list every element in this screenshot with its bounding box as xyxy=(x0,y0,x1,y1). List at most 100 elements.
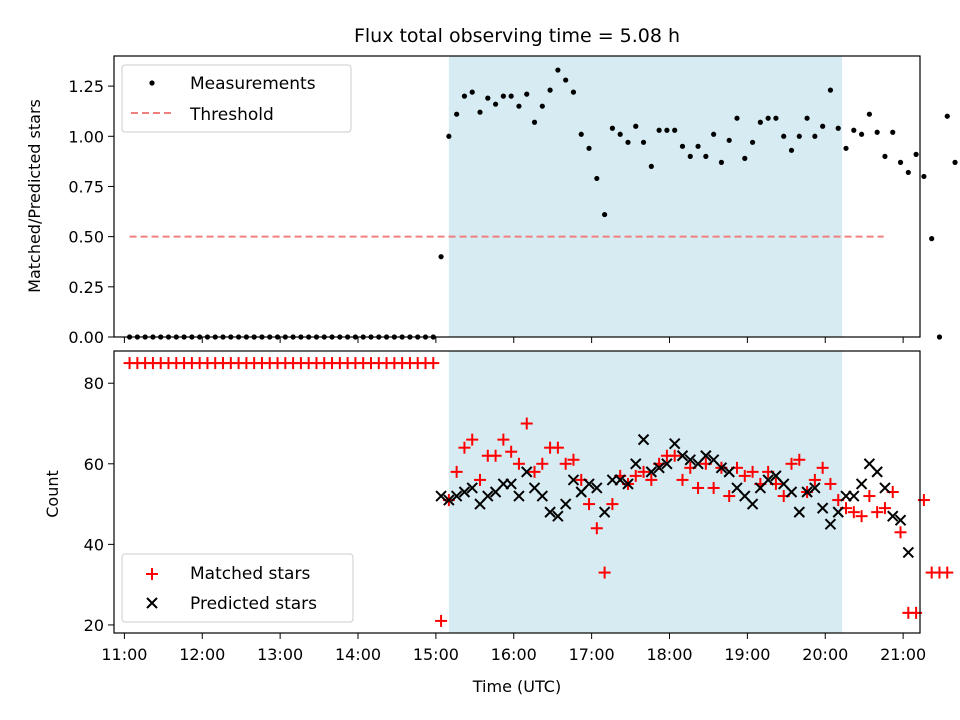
top-panel: 0.00 0.25 0.50 0.75 1.00 1.25 Matched/Predict… xyxy=(25,55,958,347)
predicted-star-point xyxy=(450,490,463,502)
measurement-point xyxy=(858,131,865,137)
predicted-star-stroke xyxy=(879,482,891,494)
measurement-point xyxy=(633,123,639,129)
predicted-star-stroke xyxy=(466,482,478,494)
bottom-legend: Matched stars Predicted stars xyxy=(121,553,354,623)
predicted-star-point xyxy=(700,450,712,462)
predicted-star-stroke xyxy=(450,490,463,502)
predicted-star-stroke xyxy=(739,490,751,502)
predicted-star-stroke xyxy=(700,450,712,462)
measurement-point xyxy=(477,109,483,115)
predicted-star-stroke xyxy=(552,510,564,522)
measurement-point xyxy=(804,115,810,121)
measurement-point xyxy=(446,133,452,139)
predicted-star-stroke xyxy=(770,470,782,482)
matched-star-point xyxy=(551,441,564,454)
measurement-point xyxy=(617,131,623,137)
matched-star-point xyxy=(785,457,798,470)
predicted-star-stroke xyxy=(871,466,883,478)
measurement-point xyxy=(827,87,834,93)
y-tick-label: 0.25 xyxy=(68,278,104,297)
predicted-star-stroke xyxy=(622,478,634,490)
matched-star-point xyxy=(474,473,487,486)
predicted-star-stroke xyxy=(521,466,533,478)
predicted-star-stroke xyxy=(544,506,556,518)
measurement-point xyxy=(586,145,592,151)
predicted-star-stroke xyxy=(723,466,735,478)
measurement-point xyxy=(485,95,491,101)
measurement-point xyxy=(718,159,725,165)
predicted-star-point xyxy=(746,498,759,510)
matched-star-point xyxy=(505,445,518,458)
predicted-star-point xyxy=(583,478,595,490)
measurement-point xyxy=(749,139,756,145)
measurement-point xyxy=(952,159,958,165)
measurement-point xyxy=(695,143,701,149)
matched-star-point xyxy=(427,357,440,370)
measurement-point xyxy=(936,334,943,340)
matched-star-point xyxy=(559,457,572,470)
measurement-point xyxy=(812,133,818,139)
measurement-point xyxy=(905,169,911,176)
measurement-point xyxy=(742,155,748,161)
measurement-point xyxy=(851,127,857,133)
y-tick-label: 0.50 xyxy=(68,228,104,247)
predicted-star-stroke xyxy=(482,490,494,502)
predicted-star-point xyxy=(521,466,533,478)
predicted-star-point xyxy=(824,518,837,530)
y-tick-label: 1.00 xyxy=(68,127,104,146)
measurement-point xyxy=(492,101,499,107)
matched-star-point xyxy=(637,465,650,478)
predicted-star-stroke xyxy=(793,506,806,518)
predicted-star-stroke xyxy=(762,474,774,486)
matched-star-point xyxy=(793,453,806,466)
measurement-point xyxy=(843,145,849,151)
measurement-point xyxy=(578,131,584,137)
predicted-star-stroke xyxy=(715,462,728,474)
predicted-star-point xyxy=(614,474,626,486)
measurement-point xyxy=(757,119,763,125)
y-tick-label: 40 xyxy=(84,535,104,554)
measurement-point xyxy=(687,153,693,159)
measurement-point xyxy=(500,93,506,99)
measurement-point xyxy=(524,91,530,97)
predicted-star-stroke xyxy=(848,490,860,502)
matched-star-point xyxy=(606,498,619,511)
legend-predicted-label: Predicted stars xyxy=(190,594,317,614)
measurement-point xyxy=(547,87,553,93)
measurement-point xyxy=(555,67,561,73)
observing-span xyxy=(448,56,843,337)
measurement-point xyxy=(508,93,514,99)
predicted-star-stroke xyxy=(458,486,471,498)
measurement-point xyxy=(664,127,670,133)
predicted-star-point xyxy=(443,494,455,506)
chart-title: Flux total observing time = 5.08 h xyxy=(354,25,680,47)
matched-star-point xyxy=(567,453,580,466)
predicted-star-point xyxy=(598,506,611,518)
measurement-point xyxy=(648,163,654,169)
measurement-point xyxy=(897,159,904,165)
predicted-star-stroke xyxy=(435,490,447,502)
x-tick-label: 12:00 xyxy=(179,645,225,664)
legend-measurements-marker xyxy=(149,80,155,86)
predicted-star-point xyxy=(482,490,494,502)
predicted-star-stroke xyxy=(887,510,899,522)
x-tick-label: 20:00 xyxy=(802,645,848,664)
predicted-star-point xyxy=(567,474,580,486)
predicted-star-point xyxy=(676,450,689,462)
legend-matched-marker xyxy=(146,568,158,580)
x-tick-label: 18:00 xyxy=(646,645,692,664)
predicted-star-point xyxy=(715,462,728,474)
predicted-star-stroke xyxy=(816,502,829,514)
measurement-point xyxy=(781,133,787,139)
predicted-star-point xyxy=(466,482,478,494)
measurement-point xyxy=(539,103,545,109)
predicted-star-point xyxy=(887,510,899,522)
predicted-star-point xyxy=(536,490,549,502)
matched-star-point xyxy=(676,473,689,486)
predicted-star-point xyxy=(809,482,821,494)
y-tick-label: 20 xyxy=(84,616,104,635)
axes-frame xyxy=(113,350,921,634)
measurement-point xyxy=(874,129,880,135)
x-tick-label: 19:00 xyxy=(724,645,770,664)
